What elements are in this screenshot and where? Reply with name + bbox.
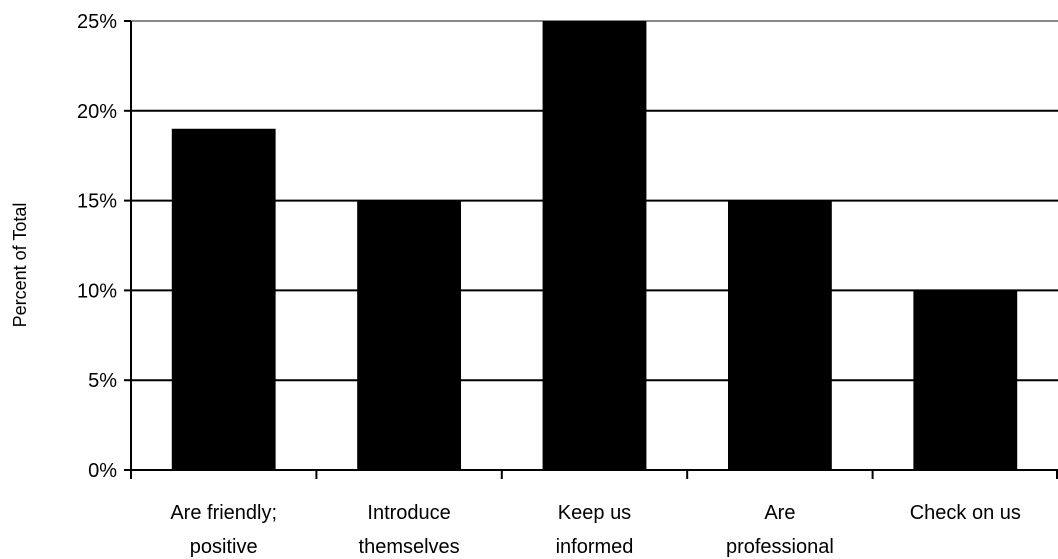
axes — [124, 20, 1058, 479]
y-tick-label: 5% — [88, 370, 117, 392]
bar — [171, 128, 276, 470]
bar — [542, 21, 647, 470]
bar — [357, 200, 462, 470]
x-category-label: Introduce themselves — [359, 502, 460, 558]
y-tick-label: 0% — [88, 460, 117, 482]
y-tick-label: 15% — [77, 191, 117, 213]
y-tick-label: 10% — [77, 280, 117, 302]
bars — [171, 21, 1018, 470]
bar — [913, 290, 1018, 470]
x-category-label: Check on us — [910, 502, 1021, 524]
x-category-label: Keep us informed — [556, 502, 634, 558]
x-category-labels: Are friendly; positive Introduce themselves… — [170, 502, 1021, 558]
x-category-label: Are friendly; positive — [170, 502, 277, 558]
bar — [727, 200, 832, 470]
y-tick-label: 25% — [77, 11, 117, 33]
y-tick-label: 20% — [77, 101, 117, 123]
x-category-label: Are professional — [726, 502, 834, 558]
y-tick-labels: 0% 5% 10% 15% 20% 25% — [77, 11, 117, 482]
y-axis-title: Percent of Total — [10, 203, 30, 328]
